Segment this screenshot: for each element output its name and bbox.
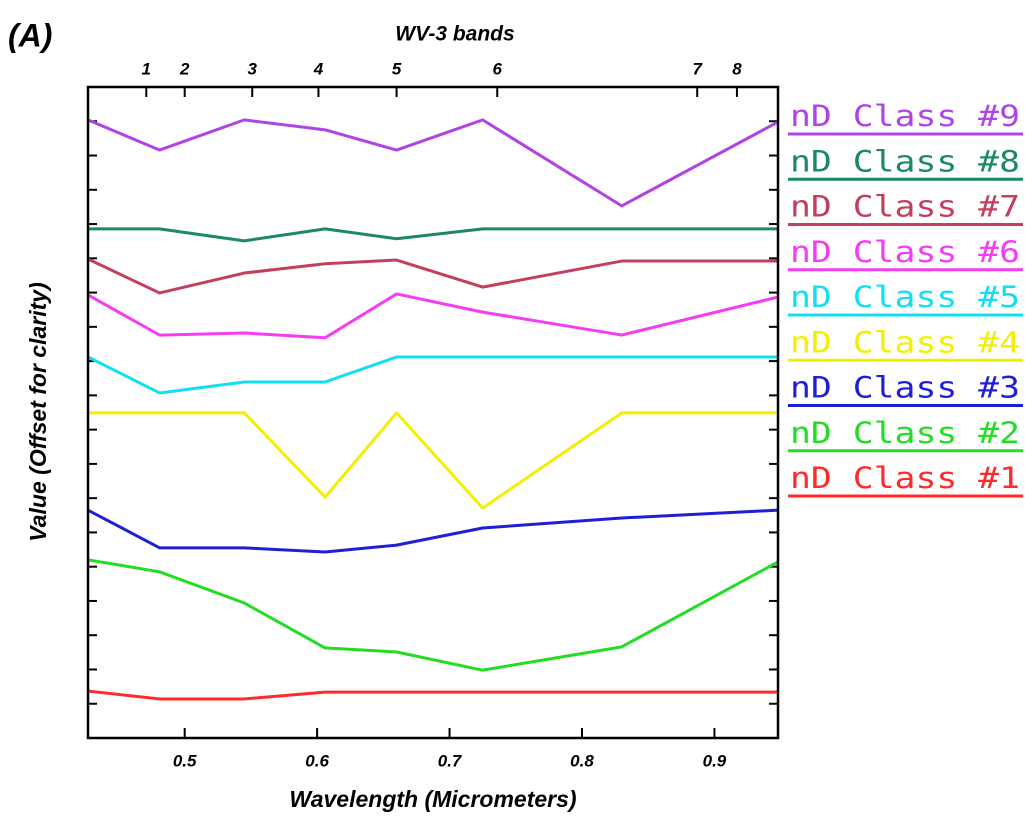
x2-tick-label: 2 <box>179 59 190 78</box>
legend-label: nD Class #7 <box>790 190 1020 224</box>
plot-frame <box>86 85 780 740</box>
x2-tick-label: 8 <box>732 59 742 78</box>
series-line <box>87 355 778 395</box>
x-tick-label: 0.7 <box>438 751 463 770</box>
x-tick-label: 0.5 <box>173 751 197 770</box>
legend-label: nD Class #1 <box>790 461 1020 495</box>
x2-tick-label: 4 <box>313 59 324 78</box>
legend-label: nD Class #5 <box>790 280 1020 314</box>
series-line <box>87 558 779 672</box>
series-line <box>88 411 778 510</box>
y-axis-label: Value (Offset for clarity) <box>25 282 51 541</box>
x2-tick-label: 6 <box>492 59 502 78</box>
series-line <box>87 508 779 554</box>
legend-label: nD Class #6 <box>790 235 1020 269</box>
legend-label: nD Class #2 <box>790 416 1020 450</box>
x2-tick-label: 5 <box>392 59 402 78</box>
x-axis-label: Wavelength (Micrometers) <box>289 786 576 812</box>
series-line <box>87 257 778 295</box>
series-line <box>87 118 779 208</box>
series-line <box>88 227 778 243</box>
legend-label: nD Class #9 <box>790 99 1020 133</box>
x2-tick-label: 3 <box>247 59 257 78</box>
x2-tick-label: 1 <box>142 59 151 78</box>
x-tick-label: 0.6 <box>305 751 329 770</box>
legend-label: nD Class #4 <box>790 325 1020 359</box>
series-line <box>87 689 778 701</box>
x2-axis-label: WV-3 bands <box>395 23 514 46</box>
series-line <box>87 292 779 340</box>
chart-title: (A) <box>8 17 52 53</box>
x2-tick-label: 7 <box>692 59 703 78</box>
x-tick-label: 0.9 <box>703 751 727 770</box>
x-tick-label: 0.8 <box>570 751 594 770</box>
legend-label: nD Class #3 <box>790 371 1020 405</box>
legend-label: nD Class #8 <box>790 144 1020 178</box>
